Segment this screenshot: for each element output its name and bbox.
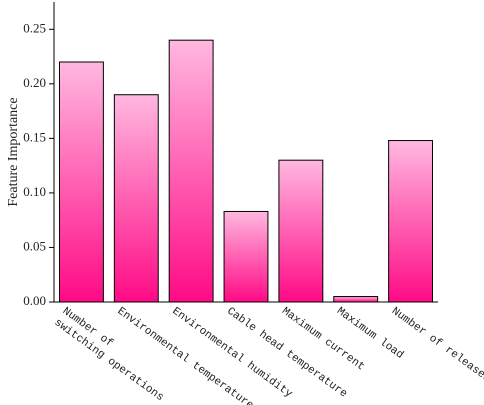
bar — [168, 39, 214, 303]
bar — [333, 296, 379, 303]
bar — [223, 210, 269, 303]
bar — [113, 94, 159, 303]
y-tick-label: 0.25 — [23, 20, 46, 35]
y-tick-label: 0.00 — [23, 293, 46, 308]
bar — [388, 140, 434, 303]
bar — [58, 61, 104, 303]
y-tick-label: 0.20 — [23, 75, 46, 90]
x-tick-label: Number of releases — [389, 306, 484, 386]
bar — [278, 159, 324, 303]
y-axis-label: Feature Importance — [6, 97, 21, 206]
y-tick-label: 0.10 — [23, 184, 46, 199]
x-tick-label: Number ofswitching operations — [52, 306, 174, 405]
y-tick-label: 0.15 — [23, 129, 46, 144]
y-tick-label: 0.05 — [23, 238, 46, 253]
